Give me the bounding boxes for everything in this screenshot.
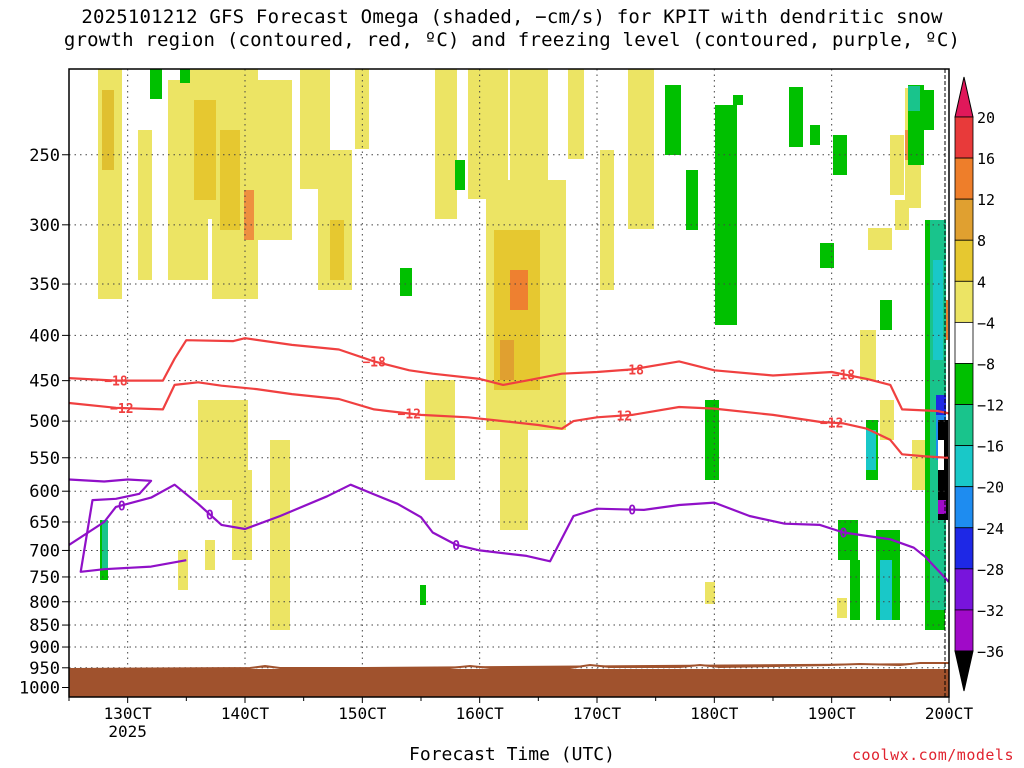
y-tick-label: 550 [29,449,60,469]
colorbar-label: −36 [977,643,1004,661]
y-tick-label: 850 [29,616,60,636]
contour-line-0C-west [69,478,187,573]
chart-title: 2025101212 GFS Forecast Omega (shaded, −… [0,6,1024,52]
x-tick-label: 150CT [338,704,387,723]
colorbar-bottom-arrow [954,650,974,692]
colorbar-segment [954,157,974,200]
y-tick-label: 650 [29,513,60,533]
ground-surface-edge [68,662,949,670]
colorbar-label: −24 [977,520,1004,538]
colorbar-label: −12 [977,397,1004,415]
colorbar-label: 4 [977,273,986,291]
contour-line--18C [69,337,949,415]
colorbar-segment [954,404,974,447]
contour-label: −18 [104,375,128,390]
ground-surface [69,669,949,697]
colorbar-label: −8 [977,355,995,373]
y-tick-label: 700 [29,541,60,561]
omega-shading [98,69,948,630]
y-tick-label: 750 [29,568,60,588]
y-tick-label: 500 [29,412,60,432]
colorbar-segment [954,527,974,570]
colorbar-segment [954,239,974,282]
contour-label: −12 [398,408,421,423]
title-line-1: 2025101212 GFS Forecast Omega (shaded, −… [81,6,943,28]
contour-label: 0 [118,499,126,514]
contour-label: 0 [839,526,847,541]
y-tick-label: 900 [29,638,60,658]
contour-label: −18 [362,355,386,370]
contour-line-0C [69,483,949,583]
colorbar-segment [954,609,974,652]
contour-label: 0 [628,504,636,519]
contour-label: −12 [609,410,632,425]
y-tick-label: 300 [29,216,60,236]
colorbar-segment [954,198,974,241]
colorbar-label: 16 [977,150,995,168]
colorbar-top-arrow [954,76,974,118]
x-tick-label: 190CT [808,704,857,723]
colorbar-label: −20 [977,479,1004,497]
colorbar-segment [954,486,974,529]
y-tick-label: 250 [29,146,60,166]
x-tick-label: 170CT [573,704,622,723]
colorbar-segment [954,116,974,159]
contours: −18 −18 −18 −18 −12 −12 −12 −12 0 0 0 0 0 [69,337,949,583]
colorbar-label: 12 [977,191,995,209]
colorbar-segment [954,568,974,611]
colorbar-label: 8 [977,232,986,250]
colorbar-label: −16 [977,438,1004,456]
colorbar-label: −4 [977,314,995,332]
axes: 2503003504004505005506006507007508008509… [19,146,973,741]
y-tick-label: 450 [29,372,60,392]
contour-label: −18 [832,368,856,383]
contour-label: 0 [452,539,460,554]
y-tick-label: 600 [29,482,60,502]
y-tick-label: 800 [29,593,60,613]
title-line-2: growth region (contoured, red, ºC) and f… [63,29,961,51]
contour-label: −12 [110,402,133,417]
plot-frame [68,68,950,698]
colorbar-segment [954,280,974,323]
colorbar: 20 16 12 8 4 −4 −8 −12 −16 −20 −24 −28 −32 −36 [954,76,1004,692]
colorbar-label: −28 [977,561,1004,579]
y-tick-label: 1000 [19,679,60,699]
colorbar-segment [954,321,974,364]
contour-label: 0 [206,508,214,523]
x-tick-label: 180CT [690,704,739,723]
contour-line--12C [69,381,949,459]
credit-link[interactable]: coolwx.com/models [851,746,1014,764]
x-year-label: 2025 [108,722,147,741]
colorbar-label: 20 [977,109,995,127]
x-tick-label: 140CT [221,704,270,723]
y-tick-label: 350 [29,275,60,295]
x-tick-label: 130CT [104,704,153,723]
contour-label: −12 [820,417,843,432]
x-axis-label: Forecast Time (UTC) [409,744,615,765]
colorbar-segment [954,363,974,405]
x-tick-label: 160CT [456,704,505,723]
colorbar-segment [954,445,974,488]
y-tick-label: 950 [29,659,60,679]
contour-label: −18 [620,363,644,378]
colorbar-label: −32 [977,602,1004,620]
y-tick-label: 400 [29,326,60,346]
x-tick-label: 200CT [925,704,974,723]
